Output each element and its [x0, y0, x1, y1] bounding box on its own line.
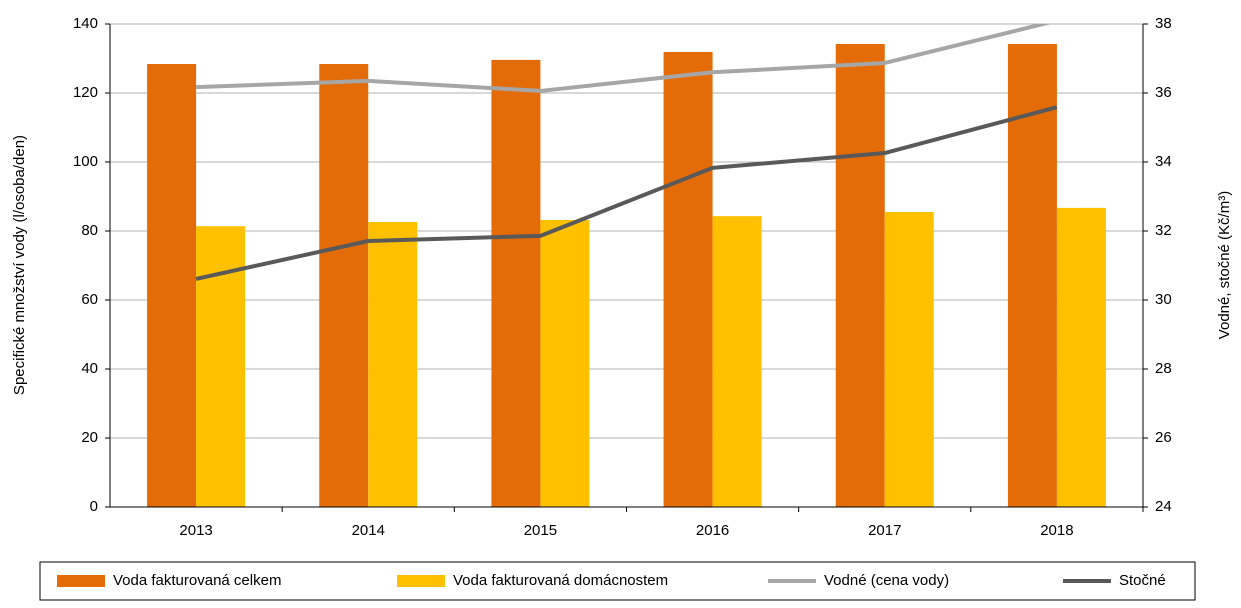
- x-tick-label: 2018: [1040, 522, 1073, 539]
- y-axis-label: Specifické množství vody (l/osoba/den): [11, 135, 28, 395]
- y2-tick-label: 36: [1155, 84, 1172, 101]
- y2-tick-label: 26: [1155, 429, 1172, 446]
- bar: [540, 219, 590, 507]
- x-tick-label: 2016: [696, 522, 729, 539]
- bar: [147, 64, 197, 508]
- bar: [835, 44, 885, 507]
- x-tick-label: 2015: [524, 522, 557, 539]
- y2-tick-label: 38: [1155, 15, 1172, 32]
- bar: [884, 212, 934, 507]
- y-tick-label: 40: [81, 360, 98, 377]
- legend-label: Voda fakturovaná domácnostem: [453, 572, 668, 589]
- y2-axis-label: Vodné, stočné (Kč/m³): [1216, 191, 1233, 339]
- y2-tick-label: 28: [1155, 360, 1172, 377]
- y2-tick-label: 32: [1155, 222, 1172, 239]
- bar: [663, 51, 713, 507]
- bar: [491, 59, 541, 507]
- bar: [368, 222, 418, 507]
- legend-swatch: [397, 575, 445, 587]
- y2-tick-label: 30: [1155, 291, 1172, 308]
- x-tick-label: 2017: [868, 522, 901, 539]
- y-tick-label: 140: [73, 15, 98, 32]
- y-tick-label: 0: [90, 498, 98, 515]
- bar: [319, 64, 369, 508]
- line-series: [195, 105, 1058, 281]
- y-tick-label: 100: [73, 153, 98, 170]
- y-tick-label: 120: [73, 84, 98, 101]
- y2-tick-label: 24: [1155, 498, 1172, 515]
- legend-label: Stočné: [1119, 572, 1166, 589]
- legend-box: [39, 561, 1196, 601]
- y2-tick-label: 34: [1155, 153, 1172, 170]
- y-tick-label: 20: [81, 429, 98, 446]
- x-tick-label: 2014: [352, 522, 385, 539]
- bar: [1007, 44, 1057, 507]
- legend-label: Vodné (cena vody): [824, 572, 949, 589]
- legend-label: Voda fakturovaná celkem: [113, 572, 281, 589]
- bar: [1056, 207, 1106, 507]
- y-tick-label: 80: [81, 222, 98, 239]
- x-tick-label: 2013: [179, 522, 212, 539]
- bar: [712, 216, 762, 508]
- y-tick-label: 60: [81, 291, 98, 308]
- legend-swatch: [57, 575, 105, 587]
- line-layer: [195, 24, 1058, 281]
- line-series: [196, 24, 1052, 93]
